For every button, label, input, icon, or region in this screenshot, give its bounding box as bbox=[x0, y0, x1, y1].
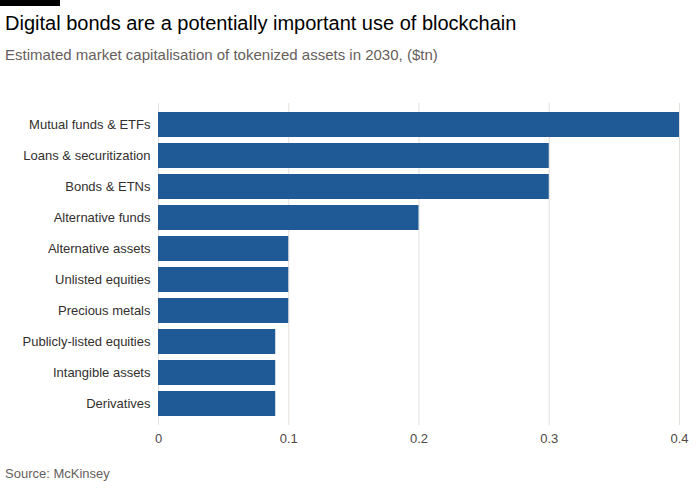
html-text:Digital bonds are a potentiall: Digital bonds are a potentially importan… bbox=[5, 12, 517, 34]
svg-text:0.3: 0.3 bbox=[540, 431, 558, 446]
svg-text:0.4: 0.4 bbox=[670, 431, 688, 446]
svg-text:Bonds & ETNs: Bonds & ETNs bbox=[65, 179, 151, 194]
svg-text:0: 0 bbox=[155, 431, 162, 446]
html-text:Estimated market capitalisatio: Estimated market capitalisation of token… bbox=[5, 46, 438, 63]
svg-text:Alternative funds: Alternative funds bbox=[54, 210, 151, 225]
svg-text:0.1: 0.1 bbox=[280, 431, 298, 446]
svg-text:Mutual funds & ETFs: Mutual funds & ETFs bbox=[29, 117, 151, 132]
html-text:Source: McKinsey: Source: McKinsey bbox=[5, 466, 110, 481]
svg-text:Intangible assets: Intangible assets bbox=[53, 365, 151, 380]
svg-text:Precious metals: Precious metals bbox=[58, 303, 151, 318]
svg-text:Alternative assets: Alternative assets bbox=[48, 241, 151, 256]
svg-text:Derivatives: Derivatives bbox=[86, 396, 151, 411]
svg-text:Unlisted equities: Unlisted equities bbox=[55, 272, 151, 287]
svg-text:Loans & securitization: Loans & securitization bbox=[23, 148, 150, 163]
svg-text:0.2: 0.2 bbox=[410, 431, 428, 446]
svg-text:Publicly-listed equities: Publicly-listed equities bbox=[23, 334, 151, 349]
